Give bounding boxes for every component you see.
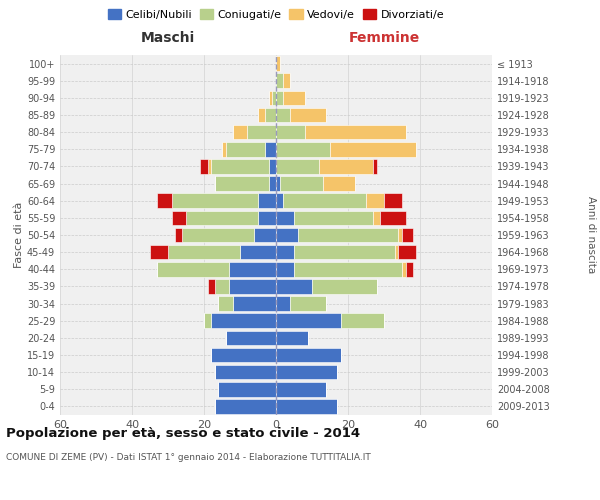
Bar bbox=[276, 399, 337, 413]
Bar bbox=[319, 159, 373, 174]
Bar bbox=[272, 90, 276, 105]
Bar bbox=[269, 176, 276, 191]
Bar bbox=[276, 365, 337, 380]
Bar bbox=[373, 159, 377, 174]
Bar bbox=[330, 142, 416, 156]
Bar bbox=[395, 245, 398, 260]
Bar bbox=[323, 176, 355, 191]
Text: COMUNE DI ZEME (PV) - Dati ISTAT 1° gennaio 2014 - Elaborazione TUTTITALIA.IT: COMUNE DI ZEME (PV) - Dati ISTAT 1° genn… bbox=[6, 452, 371, 462]
Bar bbox=[276, 348, 341, 362]
Bar bbox=[208, 279, 215, 293]
Bar bbox=[276, 228, 298, 242]
Bar bbox=[276, 90, 283, 105]
Bar bbox=[265, 142, 276, 156]
Bar bbox=[341, 314, 384, 328]
Bar bbox=[215, 365, 276, 380]
Bar bbox=[254, 228, 276, 242]
Legend: Celibi/Nubili, Coniugati/e, Vedovi/e, Divorziati/e: Celibi/Nubili, Coniugati/e, Vedovi/e, Di… bbox=[103, 5, 449, 24]
Bar bbox=[276, 56, 280, 71]
Bar bbox=[276, 74, 283, 88]
Bar bbox=[294, 262, 402, 276]
Bar bbox=[402, 228, 413, 242]
Bar bbox=[276, 176, 280, 191]
Bar bbox=[305, 125, 406, 140]
Bar bbox=[294, 210, 373, 225]
Bar bbox=[276, 108, 290, 122]
Bar bbox=[269, 159, 276, 174]
Text: Maschi: Maschi bbox=[141, 30, 195, 44]
Bar bbox=[175, 228, 182, 242]
Bar bbox=[215, 176, 269, 191]
Bar bbox=[172, 194, 258, 208]
Bar bbox=[276, 245, 294, 260]
Text: Anni di nascita: Anni di nascita bbox=[586, 196, 596, 274]
Bar bbox=[168, 245, 240, 260]
Bar bbox=[208, 159, 211, 174]
Bar bbox=[215, 279, 229, 293]
Bar bbox=[215, 399, 276, 413]
Bar bbox=[294, 245, 395, 260]
Y-axis label: Fasce di età: Fasce di età bbox=[14, 202, 24, 268]
Bar bbox=[276, 330, 308, 345]
Bar bbox=[226, 330, 276, 345]
Bar bbox=[247, 125, 276, 140]
Bar bbox=[258, 108, 265, 122]
Text: Popolazione per età, sesso e stato civile - 2014: Popolazione per età, sesso e stato civil… bbox=[6, 428, 360, 440]
Bar bbox=[233, 296, 276, 311]
Bar bbox=[218, 296, 233, 311]
Bar bbox=[298, 228, 398, 242]
Bar bbox=[398, 228, 402, 242]
Bar bbox=[276, 279, 312, 293]
Bar bbox=[211, 314, 276, 328]
Bar bbox=[280, 176, 323, 191]
Bar bbox=[265, 108, 276, 122]
Bar bbox=[269, 90, 272, 105]
Bar bbox=[204, 314, 211, 328]
Bar bbox=[276, 314, 341, 328]
Bar bbox=[258, 194, 276, 208]
Bar bbox=[312, 279, 377, 293]
Bar bbox=[276, 210, 294, 225]
Bar bbox=[229, 262, 276, 276]
Bar bbox=[276, 159, 319, 174]
Bar bbox=[366, 194, 384, 208]
Bar bbox=[150, 245, 168, 260]
Bar bbox=[186, 210, 258, 225]
Bar bbox=[211, 159, 269, 174]
Bar bbox=[157, 194, 172, 208]
Bar bbox=[406, 262, 413, 276]
Bar bbox=[402, 262, 406, 276]
Bar bbox=[211, 348, 276, 362]
Bar bbox=[222, 142, 226, 156]
Bar bbox=[229, 279, 276, 293]
Bar bbox=[373, 210, 380, 225]
Bar bbox=[226, 142, 265, 156]
Bar bbox=[283, 194, 366, 208]
Bar bbox=[283, 90, 305, 105]
Bar bbox=[290, 108, 326, 122]
Bar bbox=[290, 296, 326, 311]
Bar bbox=[172, 210, 186, 225]
Bar bbox=[233, 125, 247, 140]
Bar bbox=[276, 382, 326, 396]
Bar bbox=[258, 210, 276, 225]
Text: Femmine: Femmine bbox=[349, 30, 419, 44]
Bar bbox=[157, 262, 229, 276]
Bar bbox=[398, 245, 416, 260]
Bar bbox=[218, 382, 276, 396]
Bar bbox=[283, 74, 290, 88]
Bar bbox=[384, 194, 402, 208]
Bar bbox=[276, 296, 290, 311]
Bar bbox=[240, 245, 276, 260]
Bar bbox=[276, 125, 305, 140]
Bar bbox=[380, 210, 406, 225]
Bar bbox=[276, 142, 330, 156]
Bar bbox=[200, 159, 208, 174]
Bar bbox=[276, 262, 294, 276]
Bar bbox=[182, 228, 254, 242]
Bar bbox=[276, 194, 283, 208]
